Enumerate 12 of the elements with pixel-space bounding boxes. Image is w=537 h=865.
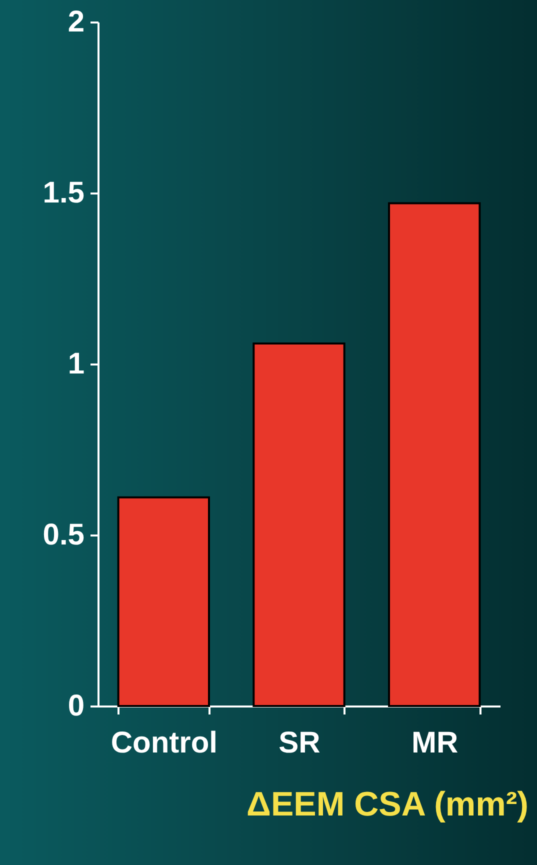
bar	[252, 342, 346, 707]
bar	[117, 496, 210, 707]
bar	[388, 202, 481, 707]
y-tick-label: 1	[68, 348, 84, 380]
y-tick-label: 0.5	[42, 518, 84, 552]
x-axis-title: ΔEEM CSA (mm²)	[246, 786, 528, 824]
y-tick-label: 0	[68, 690, 84, 722]
x-tick-label: SR	[278, 726, 321, 760]
y-tick-label: 1.5	[42, 176, 84, 210]
x-tick-label: MR	[412, 726, 459, 760]
x-tick-label: Control	[110, 726, 218, 760]
y-tick-label: 2	[68, 6, 84, 38]
